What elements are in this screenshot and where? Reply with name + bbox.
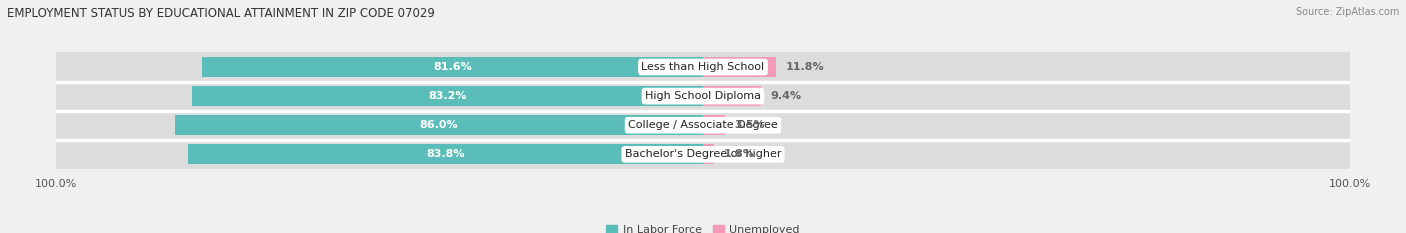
Bar: [703, 144, 714, 164]
Bar: [56, 140, 703, 169]
Bar: [56, 111, 703, 140]
Text: Less than High School: Less than High School: [641, 62, 765, 72]
Text: EMPLOYMENT STATUS BY EDUCATIONAL ATTAINMENT IN ZIP CODE 07029: EMPLOYMENT STATUS BY EDUCATIONAL ATTAINM…: [7, 7, 434, 20]
Bar: [188, 144, 703, 164]
Bar: [703, 115, 724, 135]
Bar: [703, 52, 1350, 82]
Text: 1.8%: 1.8%: [724, 149, 755, 159]
Bar: [174, 115, 703, 135]
Bar: [703, 57, 776, 77]
Legend: In Labor Force, Unemployed: In Labor Force, Unemployed: [602, 220, 804, 233]
Text: 11.8%: 11.8%: [785, 62, 824, 72]
Text: Bachelor's Degree or higher: Bachelor's Degree or higher: [624, 149, 782, 159]
Text: 83.8%: 83.8%: [426, 149, 465, 159]
Bar: [191, 86, 703, 106]
Bar: [56, 82, 703, 111]
Text: College / Associate Degree: College / Associate Degree: [628, 120, 778, 130]
Bar: [703, 82, 1350, 111]
Text: High School Diploma: High School Diploma: [645, 91, 761, 101]
Text: 3.5%: 3.5%: [734, 120, 765, 130]
Bar: [703, 111, 1350, 140]
Text: 9.4%: 9.4%: [770, 91, 801, 101]
Bar: [201, 57, 703, 77]
Text: 81.6%: 81.6%: [433, 62, 471, 72]
Bar: [703, 140, 1350, 169]
Text: 83.2%: 83.2%: [429, 91, 467, 101]
Bar: [703, 86, 761, 106]
Text: 86.0%: 86.0%: [419, 120, 458, 130]
Bar: [56, 52, 703, 82]
Text: Source: ZipAtlas.com: Source: ZipAtlas.com: [1295, 7, 1399, 17]
